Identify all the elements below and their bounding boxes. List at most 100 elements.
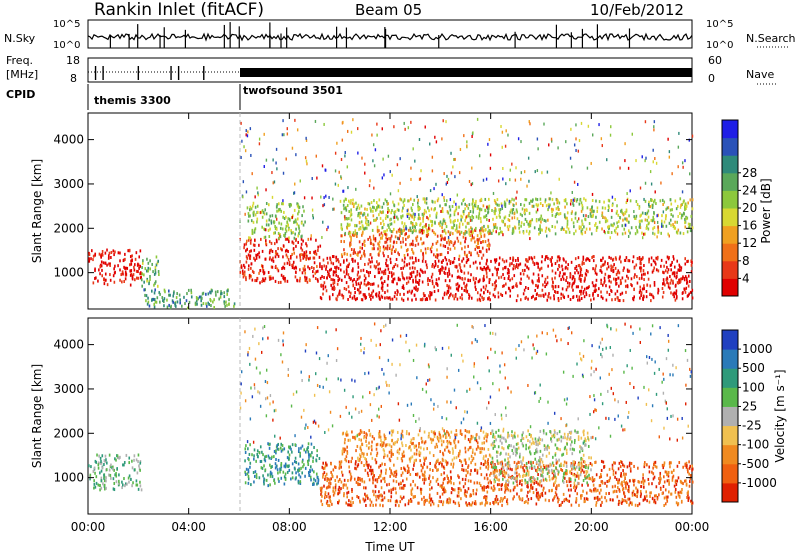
data-point — [137, 453, 140, 457]
data-point — [383, 496, 386, 500]
y-tick-label: 3000 — [53, 177, 84, 191]
data-point — [476, 471, 479, 475]
data-point — [505, 259, 508, 263]
data-point — [418, 282, 420, 286]
data-point — [500, 487, 503, 491]
data-point — [312, 459, 314, 463]
data-point — [498, 262, 501, 266]
data-point — [390, 251, 393, 255]
data-point — [661, 224, 663, 228]
data-point — [507, 218, 510, 222]
data-point — [416, 235, 419, 239]
data-point — [131, 484, 133, 488]
data-point — [522, 231, 525, 235]
data-point — [594, 268, 596, 272]
data-point — [249, 461, 252, 465]
data-point — [678, 461, 681, 465]
data-point — [509, 278, 511, 282]
colorbar-segment — [722, 225, 738, 244]
data-point — [412, 270, 415, 274]
data-point — [435, 253, 438, 257]
data-point — [283, 447, 286, 451]
data-point — [134, 263, 136, 267]
data-point — [340, 211, 343, 215]
data-point — [396, 264, 399, 268]
data-point — [195, 299, 198, 303]
data-point — [495, 279, 497, 283]
data-point — [516, 474, 518, 478]
data-point — [674, 226, 677, 230]
data-point — [279, 280, 282, 284]
data-point — [669, 218, 672, 222]
data-point — [400, 198, 403, 202]
data-point — [351, 487, 353, 491]
data-point — [396, 215, 398, 219]
data-point — [501, 206, 504, 210]
data-point — [200, 303, 203, 307]
data-point — [639, 490, 642, 494]
data-point — [174, 302, 176, 306]
data-point — [166, 305, 169, 309]
data-point — [649, 284, 652, 288]
data-point — [405, 227, 407, 231]
data-point — [684, 217, 686, 221]
data-point — [657, 269, 660, 273]
data-point — [88, 257, 90, 261]
data-point — [613, 461, 615, 465]
data-point — [265, 219, 268, 223]
data-point — [335, 255, 338, 259]
data-point — [503, 200, 506, 204]
data-point — [357, 270, 360, 274]
data-point — [595, 228, 598, 232]
data-point — [376, 204, 379, 208]
data-point — [573, 472, 576, 476]
data-point — [256, 449, 259, 453]
data-point — [498, 469, 501, 473]
data-point — [374, 478, 377, 482]
data-point — [378, 294, 380, 298]
data-point — [184, 302, 186, 306]
data-point — [480, 288, 483, 292]
data-point — [124, 257, 126, 261]
data-point — [550, 191, 552, 195]
data-point — [544, 292, 547, 296]
data-point — [402, 284, 405, 288]
data-point — [141, 266, 143, 270]
data-point — [145, 294, 148, 298]
data-point — [591, 255, 593, 259]
data-point — [674, 479, 677, 483]
data-point — [544, 498, 547, 502]
data-point — [634, 216, 637, 220]
data-point — [554, 290, 556, 294]
data-point — [522, 468, 525, 472]
data-point — [400, 245, 403, 249]
data-point — [412, 479, 414, 483]
data-point — [445, 292, 448, 296]
data-point — [464, 232, 466, 236]
data-point — [361, 298, 364, 302]
data-point — [679, 197, 682, 201]
data-point — [513, 216, 516, 220]
data-point — [402, 266, 404, 270]
data-point — [475, 288, 477, 292]
data-point — [365, 295, 367, 299]
data-point — [298, 447, 300, 451]
data-point — [636, 495, 638, 499]
data-point — [401, 271, 403, 275]
data-point — [452, 465, 454, 469]
data-point — [387, 274, 390, 278]
data-point — [268, 446, 271, 450]
data-point — [474, 462, 477, 466]
data-point — [445, 500, 448, 504]
data-point — [363, 240, 365, 244]
data-point — [661, 214, 663, 218]
data-point — [386, 237, 389, 241]
data-point — [548, 143, 550, 147]
data-point — [276, 227, 278, 231]
data-point — [463, 288, 466, 292]
data-point — [630, 282, 632, 286]
data-point — [345, 208, 348, 212]
data-point — [621, 291, 624, 295]
data-point — [178, 293, 181, 297]
data-point — [511, 216, 513, 220]
